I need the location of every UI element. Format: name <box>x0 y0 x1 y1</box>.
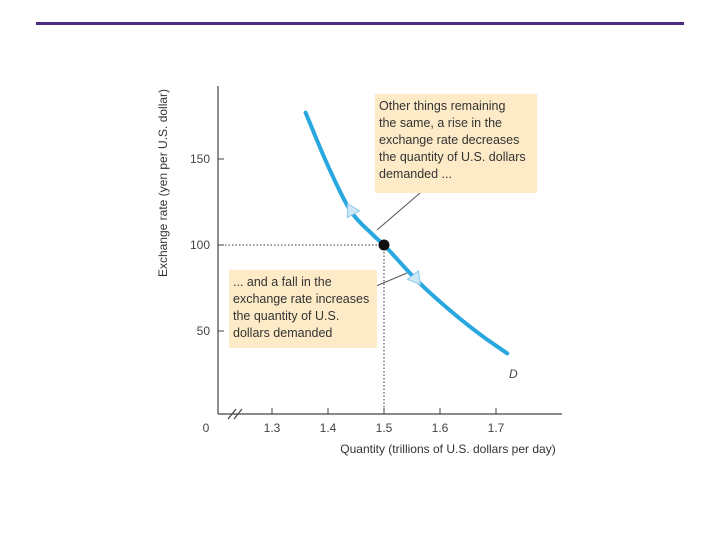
callout-fall: ... and a fall in the exchange rate incr… <box>229 270 377 348</box>
callout-fall-line: ... and a fall in the <box>233 275 332 289</box>
demand-curve <box>303 110 510 356</box>
labels: Quantity (trillions of U.S. dollars per … <box>156 89 556 456</box>
y-tick-label: 150 <box>190 152 210 166</box>
y-axis-title: Exchange rate (yen per U.S. dollar) <box>156 89 170 277</box>
equilibrium-point <box>378 239 390 251</box>
callout-rise-line: exchange rate decreases <box>379 133 520 147</box>
x-tick-label: 0 <box>203 421 210 435</box>
x-tick-label: 1.4 <box>320 421 337 435</box>
arrow-down-along-curve <box>406 269 422 286</box>
callout-rise-line: the same, a rise in the <box>379 116 502 130</box>
leader-line-fall <box>375 272 408 287</box>
header-rule <box>36 22 684 25</box>
series <box>303 110 510 356</box>
guide-lines <box>218 244 385 414</box>
leader-line-rise <box>376 192 421 231</box>
curve-label-d: D <box>509 367 518 381</box>
axis-break-mark <box>227 408 237 420</box>
y-tick-label: 50 <box>197 324 211 338</box>
callout-fall-line: dollars demanded <box>233 326 333 340</box>
ticks: 50 100 150 0 1.3 1.4 1.5 1.6 1.7 <box>190 152 505 435</box>
x-tick-label: 1.3 <box>264 421 281 435</box>
x-tick-label: 1.7 <box>488 421 505 435</box>
y-tick-label: 100 <box>190 238 210 252</box>
leader-lines <box>375 192 421 287</box>
axes <box>217 86 562 420</box>
x-tick-label: 1.6 <box>432 421 449 435</box>
x-axis-title: Quantity (trillions of U.S. dollars per … <box>340 442 555 456</box>
callout-rise-line: the quantity of U.S. dollars <box>379 150 526 164</box>
axis-break-mark <box>233 408 243 420</box>
arrow-up-along-curve <box>346 202 361 219</box>
callout-fall-line: the quantity of U.S. <box>233 309 340 323</box>
callout-rise: Other things remaining the same, a rise … <box>375 94 537 193</box>
callout-rise-line: Other things remaining <box>379 99 506 113</box>
x-tick-label: 1.5 <box>376 421 393 435</box>
callout-rise-line: demanded ... <box>379 167 452 181</box>
callout-fall-line: exchange rate increases <box>233 292 370 306</box>
